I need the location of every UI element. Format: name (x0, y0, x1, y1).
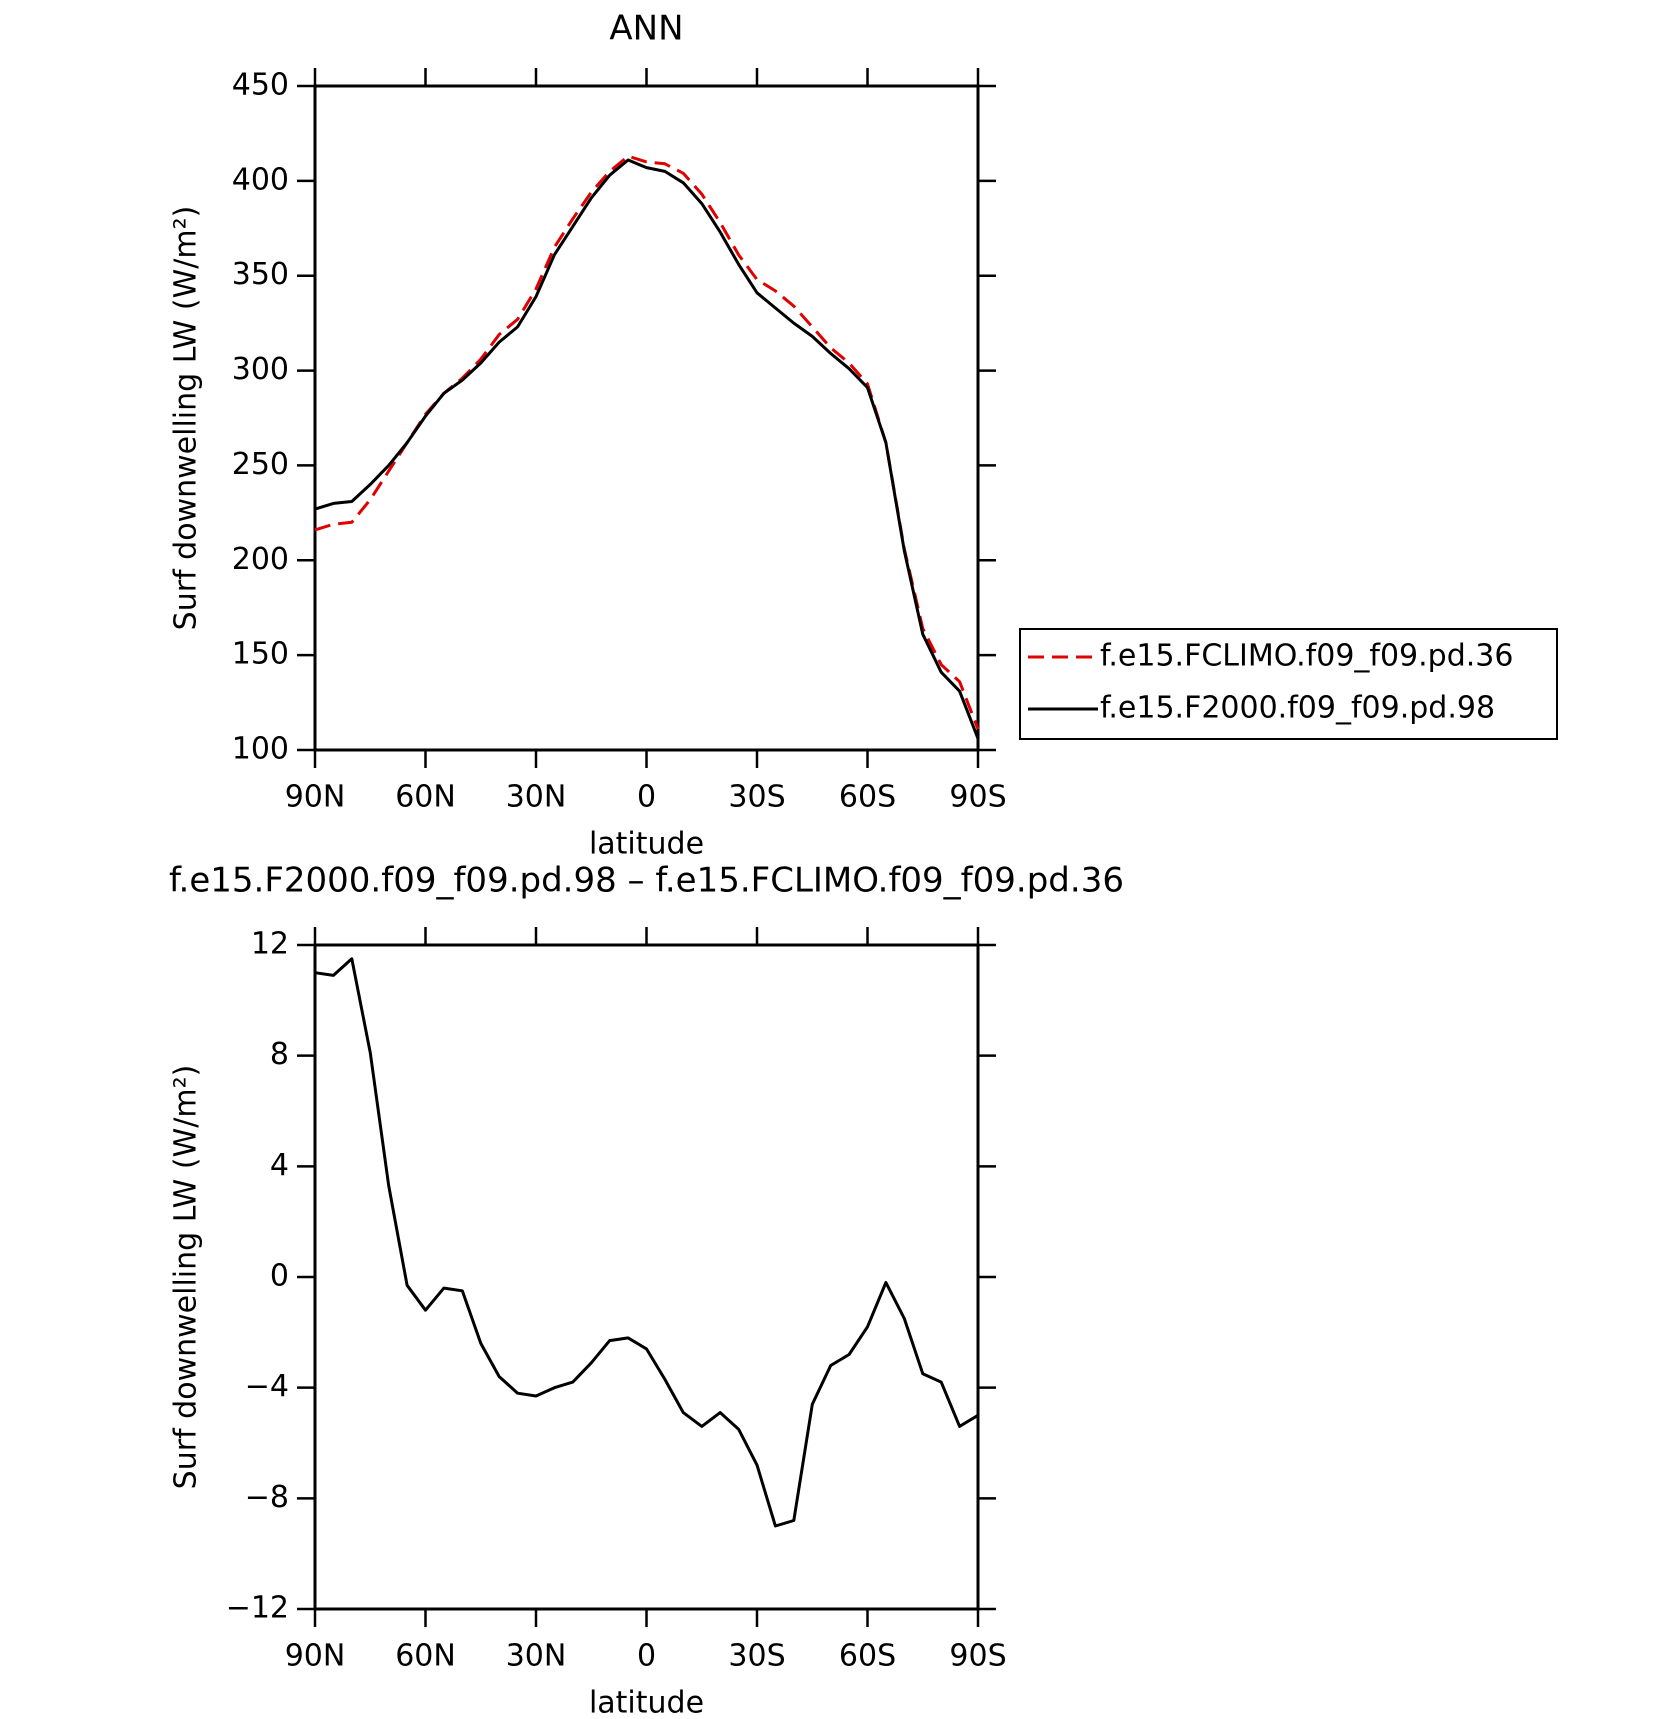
x-tick-label: 30N (506, 1639, 567, 1674)
y-tick-label: 250 (232, 447, 289, 482)
y-tick-label: 4 (270, 1148, 289, 1183)
y-tick-label: 0 (270, 1259, 289, 1294)
x-tick-label: 60S (839, 780, 896, 815)
y-tick-label: −4 (245, 1369, 289, 1404)
chart-title: f.e15.F2000.f09_f09.pd.98 – f.e15.FCLIMO… (169, 861, 1124, 901)
y-tick-label: 350 (232, 257, 289, 292)
y-tick-label: 150 (232, 637, 289, 672)
y-tick-label: −8 (245, 1480, 289, 1515)
legend-box (1019, 628, 1558, 740)
y-tick-label: 100 (232, 732, 289, 767)
chart-title: ANN (609, 9, 683, 49)
x-axis-label: latitude (589, 1686, 704, 1719)
y-tick-label: 400 (232, 162, 289, 197)
x-tick-label: 0 (637, 780, 656, 815)
x-tick-label: 60N (395, 780, 456, 815)
data-line (314, 957, 979, 1528)
y-axis-label: Surf downwelling LW (W/m²) (169, 1065, 204, 1490)
x-tick-label: 30S (728, 780, 785, 815)
y-tick-label: 8 (270, 1037, 289, 1072)
data-line (314, 154, 980, 730)
x-tick-label: 90N (285, 1639, 346, 1674)
x-tick-label: 60S (839, 1639, 896, 1674)
legend-label: f.e15.FCLIMO.f09_f09.pd.36 (1100, 639, 1513, 674)
x-tick-label: 90S (949, 780, 1006, 815)
y-tick-label: 300 (232, 352, 289, 387)
x-axis-label: latitude (589, 827, 704, 862)
y-axis-label: Surf downwelling LW (W/m²) (169, 206, 204, 631)
x-tick-label: 90S (949, 1639, 1006, 1674)
data-line (314, 158, 980, 740)
y-tick-label: −12 (226, 1591, 289, 1626)
y-tick-label: 12 (251, 927, 289, 962)
x-tick-label: 30N (506, 780, 567, 815)
x-tick-label: 60N (395, 1639, 456, 1674)
y-tick-label: 450 (232, 68, 289, 103)
legend-label: f.e15.F2000.f09_f09.pd.98 (1100, 691, 1495, 726)
y-tick-label: 200 (232, 542, 289, 577)
plot-frame (313, 943, 980, 1611)
x-tick-label: 90N (285, 780, 346, 815)
x-tick-label: 0 (637, 1639, 656, 1674)
x-tick-label: 30S (728, 1639, 785, 1674)
